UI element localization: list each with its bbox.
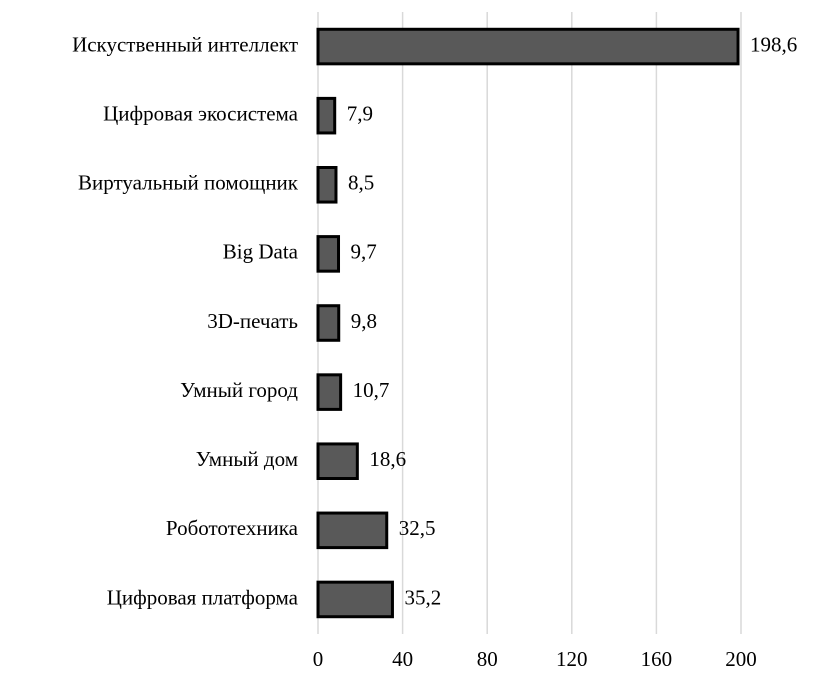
y-tick-label: Big Data — [223, 240, 299, 264]
value-label: 18,6 — [369, 447, 406, 471]
x-tick-label: 80 — [477, 647, 498, 671]
bar — [316, 580, 394, 619]
value-label: 9,8 — [351, 309, 377, 333]
value-label: 198,6 — [750, 32, 797, 56]
y-tick-label: Умный город — [180, 378, 298, 402]
bar — [316, 442, 359, 481]
y-tick-label: Цифровая платформа — [107, 585, 299, 609]
bar — [316, 511, 389, 550]
bar — [316, 96, 337, 135]
y-tick-label: Виртуальный помощник — [78, 171, 299, 195]
value-label: 7,9 — [347, 101, 373, 125]
value-label: 9,7 — [351, 240, 377, 264]
x-tick-label: 200 — [725, 647, 757, 671]
x-tick-label: 120 — [556, 647, 588, 671]
value-label: 10,7 — [353, 378, 390, 402]
y-tick-label: Робототехника — [166, 516, 299, 540]
value-label: 32,5 — [399, 516, 436, 540]
y-tick-label: 3D-печать — [207, 309, 298, 333]
x-tick-label: 160 — [641, 647, 673, 671]
value-label: 35,2 — [404, 585, 441, 609]
bar — [316, 304, 341, 342]
y-tick-label: Умный дом — [196, 447, 298, 471]
bar — [316, 27, 740, 66]
value-label: 8,5 — [348, 171, 374, 195]
y-tick-label: Цифровая экосистема — [103, 101, 299, 125]
x-tick-label: 40 — [392, 647, 413, 671]
bar — [316, 373, 343, 411]
y-tick-label: Искуственный интеллект — [72, 32, 298, 56]
bar — [316, 235, 341, 273]
x-tick-label: 0 — [313, 647, 324, 671]
bar — [316, 166, 338, 204]
